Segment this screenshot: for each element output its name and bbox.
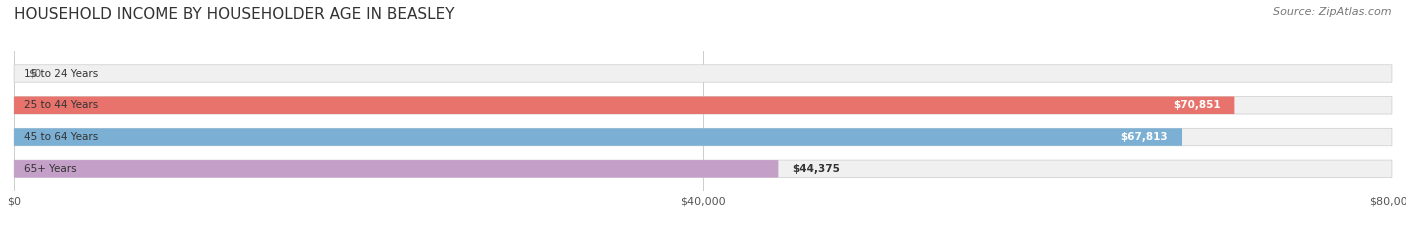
Text: 65+ Years: 65+ Years — [24, 164, 77, 174]
Text: 15 to 24 Years: 15 to 24 Years — [24, 69, 98, 79]
Text: $67,813: $67,813 — [1121, 132, 1168, 142]
FancyBboxPatch shape — [14, 128, 1392, 146]
Text: Source: ZipAtlas.com: Source: ZipAtlas.com — [1274, 7, 1392, 17]
FancyBboxPatch shape — [14, 128, 1182, 146]
Text: 45 to 64 Years: 45 to 64 Years — [24, 132, 98, 142]
FancyBboxPatch shape — [14, 160, 779, 178]
Text: $0: $0 — [28, 69, 41, 79]
FancyBboxPatch shape — [14, 96, 1234, 114]
FancyBboxPatch shape — [14, 96, 1392, 114]
Text: HOUSEHOLD INCOME BY HOUSEHOLDER AGE IN BEASLEY: HOUSEHOLD INCOME BY HOUSEHOLDER AGE IN B… — [14, 7, 454, 22]
FancyBboxPatch shape — [14, 65, 1392, 82]
FancyBboxPatch shape — [14, 160, 1392, 178]
Text: $70,851: $70,851 — [1173, 100, 1220, 110]
Text: $44,375: $44,375 — [792, 164, 839, 174]
Text: 25 to 44 Years: 25 to 44 Years — [24, 100, 98, 110]
